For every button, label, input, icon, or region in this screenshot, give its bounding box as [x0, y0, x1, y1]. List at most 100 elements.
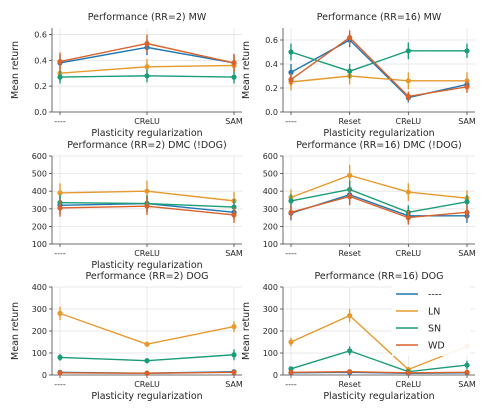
series-line — [290, 188, 468, 214]
legend-label: ---- — [428, 290, 442, 301]
legend-label: LN — [428, 307, 440, 318]
series-line — [290, 314, 468, 371]
legend: ---- LN SN WD — [392, 284, 470, 356]
legend-label: SN — [428, 324, 441, 335]
series-line — [290, 174, 468, 199]
x-tick-label: ---- — [54, 249, 66, 258]
data-point — [288, 69, 294, 75]
x-tick-label: Reset — [338, 249, 360, 258]
data-point — [464, 209, 470, 215]
chart-title: Performance (RR=2) DOG — [85, 271, 208, 282]
y-tick-label: 300 — [32, 205, 47, 214]
data-point — [144, 341, 150, 347]
x-tick-label: ---- — [54, 380, 66, 389]
data-point — [144, 40, 150, 47]
y-tick-label: 0.0 — [265, 108, 278, 117]
data-point — [464, 48, 470, 54]
series-line — [290, 50, 467, 72]
y-tick-label: 100 — [263, 240, 278, 249]
legend-box — [392, 284, 470, 356]
series-sn — [288, 180, 470, 220]
x-tick-label: SAM — [458, 249, 476, 258]
x-tick-label: CReLU — [134, 249, 160, 258]
data-point — [405, 48, 411, 54]
data-point — [405, 78, 411, 84]
data-point — [405, 215, 411, 221]
data-point — [288, 369, 294, 375]
data-point — [231, 204, 237, 210]
data-point — [347, 369, 353, 375]
y-tick-label: 300 — [263, 205, 278, 214]
data-point — [144, 188, 150, 194]
data-point — [144, 203, 150, 209]
x-tick-label: Reset — [338, 117, 360, 126]
x-tick-label: ---- — [54, 117, 66, 126]
chart-title: Performance (RR=16) MW — [317, 12, 442, 23]
y-tick-label: 400 — [263, 283, 278, 292]
y-tick-label: 0.6 — [265, 36, 278, 45]
series-sn — [57, 349, 237, 364]
data-point — [347, 348, 353, 354]
y-tick-label: 500 — [32, 170, 47, 179]
series-line — [290, 75, 467, 83]
x-tick-label: CReLU — [396, 380, 422, 389]
series-line — [290, 370, 468, 374]
data-point — [57, 354, 63, 360]
series-wd — [288, 187, 470, 225]
data-point — [231, 74, 237, 80]
y-tick-label: 0 — [42, 371, 47, 380]
y-tick-label: 600 — [263, 152, 278, 161]
x-tick-label: CReLU — [134, 117, 160, 126]
y-axis-label: Mean return — [241, 302, 252, 360]
data-point — [347, 193, 353, 200]
series-wd — [57, 34, 237, 72]
y-tick-label: 100 — [32, 349, 47, 358]
data-point — [288, 209, 294, 215]
y-axis-label: Mean return — [10, 41, 21, 99]
x-tick-label: SAM — [458, 117, 476, 126]
series-wd — [288, 30, 470, 102]
chart-panel-1: 0.0 0.2 0.4 0.6 ---- CReLU SAM Performance (RR=… — [10, 12, 243, 139]
x-axis-label: Plasticity regularization — [323, 391, 434, 402]
data-point — [347, 35, 353, 41]
series-line — [290, 36, 468, 98]
chart-panel-5: 0 100 200 300 400 ---- CReLU SAM Performance (RR… — [10, 271, 243, 402]
data-point — [231, 60, 237, 66]
data-point — [288, 339, 294, 345]
chart-title: Performance (RR=2) MW — [88, 12, 207, 23]
x-tick-label: Reset — [338, 380, 360, 389]
series-sn — [288, 42, 470, 79]
chart-panel-2: 0.0 0.2 0.4 0.6 ---- Reset CReLU SAM Performance… — [241, 12, 476, 139]
series-ln — [288, 67, 470, 91]
legend-label: WD — [428, 341, 445, 352]
x-tick-label: SAM — [225, 380, 243, 389]
chart-title: Performance (RR=16) DOG — [314, 271, 443, 282]
y-tick-label: 200 — [32, 327, 47, 336]
y-tick-label: 600 — [32, 152, 47, 161]
x-tick-label: SAM — [225, 117, 243, 126]
x-axis-label: Plasticity regularization — [323, 128, 434, 139]
y-tick-label: 500 — [263, 170, 278, 179]
y-tick-label: 400 — [32, 283, 47, 292]
series-ln — [288, 309, 470, 373]
data-point — [144, 370, 150, 376]
y-tick-label: 400 — [32, 187, 47, 196]
y-tick-label: 100 — [263, 349, 278, 358]
series-line — [290, 195, 468, 219]
y-axis-label: Mean return — [241, 41, 252, 99]
x-tick-label: ---- — [285, 117, 297, 126]
x-axis-label: Plasticity regularization — [91, 391, 202, 402]
data-point — [144, 64, 150, 70]
y-tick-label: 300 — [263, 305, 278, 314]
data-point — [464, 84, 470, 90]
chart-panel-4: 100 200 300 400 500 600 ---- Reset CReLU SAM Perfo… — [263, 140, 476, 258]
x-tick-label: CReLU — [134, 380, 160, 389]
x-tick-label: ---- — [285, 249, 297, 258]
data-point — [231, 324, 237, 330]
data-point — [347, 68, 353, 74]
x-tick-label: CReLU — [396, 249, 422, 258]
data-point — [57, 370, 63, 376]
data-point — [288, 198, 294, 204]
data-point — [231, 212, 237, 218]
